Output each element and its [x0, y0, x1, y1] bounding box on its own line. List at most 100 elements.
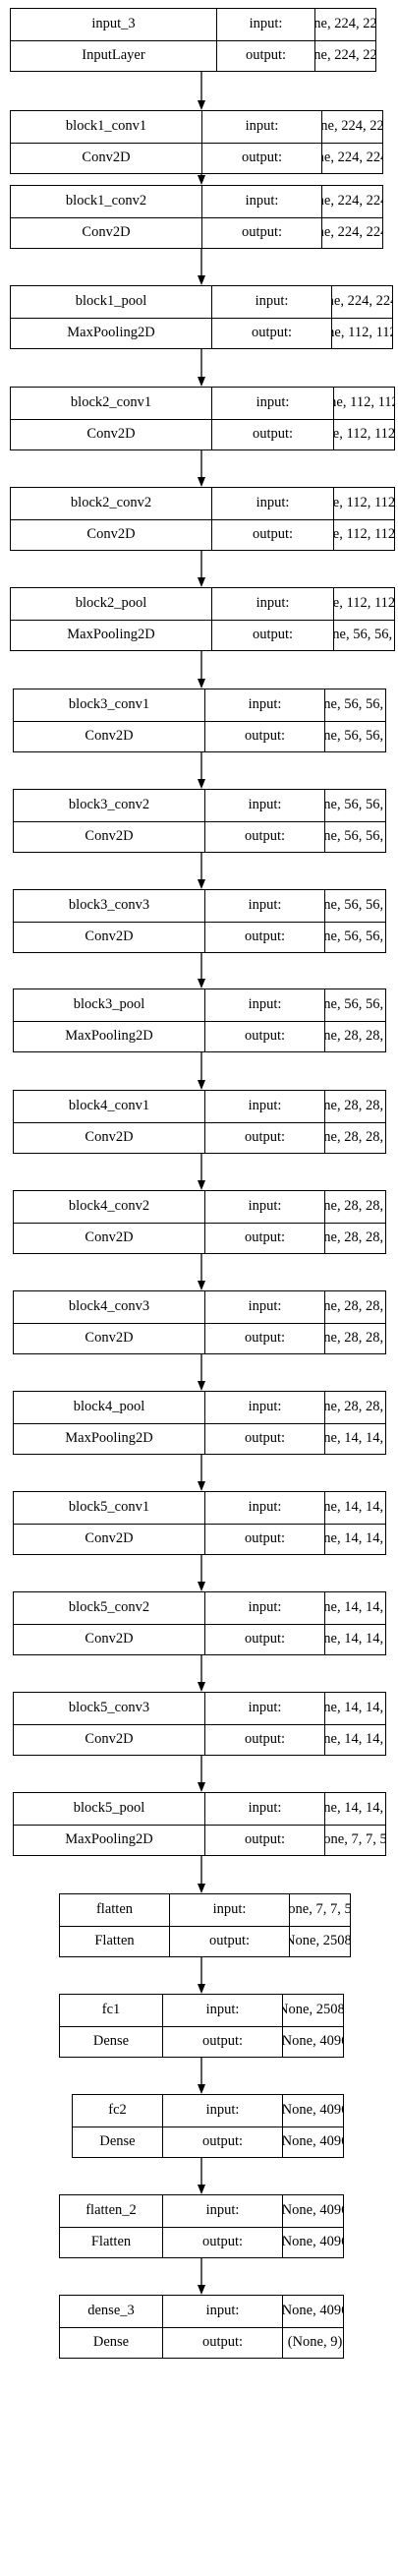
arrowhead: [198, 1884, 205, 1893]
arrowhead: [198, 1582, 205, 1591]
layer-name: block4_conv1: [68, 1098, 150, 1114]
layer-name: block3_conv3: [68, 897, 150, 914]
layer-type: Dense: [73, 2126, 162, 2158]
output-shape: (None, 56, 56, 256): [324, 720, 385, 751]
layer-name: block2_conv1: [70, 394, 152, 411]
arrowhead: [198, 577, 205, 587]
arrowhead: [198, 679, 205, 689]
input-shape: (None, 112, 112, 128): [333, 588, 394, 620]
output-label: output:: [204, 1523, 324, 1554]
output-label: output:: [204, 1121, 324, 1153]
layer-type: Conv2D: [14, 1222, 204, 1254]
output-label: output:: [204, 1824, 324, 1855]
output-label: output:: [204, 1623, 324, 1654]
input-label: input:: [162, 1995, 282, 2026]
output-shape: (None, 14, 14, 512): [324, 1523, 385, 1554]
layer-name: block5_conv1: [68, 1499, 150, 1516]
input-shape: (None, 7, 7, 512): [289, 1894, 350, 1926]
input-shape: (None, 28, 28, 256): [324, 1091, 385, 1122]
layer-type: Dense: [60, 2025, 162, 2058]
layer-name: block4_pool: [73, 1399, 145, 1415]
input-label: input:: [162, 2095, 282, 2127]
arrowhead: [198, 275, 205, 285]
input-shape: (None, 56, 56, 256): [324, 790, 385, 821]
layer-type: Conv2D: [11, 518, 211, 551]
input-label: input:: [169, 1894, 289, 1926]
input-label: input:: [204, 890, 324, 922]
output-label: output:: [201, 216, 321, 248]
input-shape: (None, 4096): [282, 2095, 343, 2127]
output-label: output:: [211, 518, 333, 550]
layer-name: block5_pool: [73, 1800, 145, 1817]
input-shape: (None, 4096): [282, 2296, 343, 2327]
input-shape: (None, 112, 112, 128): [333, 488, 394, 519]
layer-name: dense_3: [87, 2303, 135, 2319]
output-shape: (None, 28, 28, 512): [324, 1322, 385, 1353]
arrowhead: [198, 1180, 205, 1190]
output-shape: (None, 56, 56, 256): [324, 921, 385, 952]
output-label: output:: [204, 921, 324, 952]
input-shape: (None, 14, 14, 512): [324, 1693, 385, 1724]
output-label: output:: [162, 2226, 282, 2257]
layer-name: block1_pool: [75, 293, 147, 310]
layer-type: Flatten: [60, 1925, 169, 1957]
layer-type: Conv2D: [14, 1322, 204, 1354]
output-label: output:: [162, 2126, 282, 2157]
layer-name: flatten_2: [85, 2202, 137, 2219]
output-shape: (None, 112, 112, 64): [331, 317, 392, 348]
output-label: output:: [169, 1925, 289, 1956]
output-label: output:: [204, 1222, 324, 1253]
layer-type: Conv2D: [14, 820, 204, 853]
output-shape: (None, 4096): [282, 2025, 343, 2057]
arrowhead: [198, 377, 205, 387]
input-shape: (None, 224, 224, 64): [321, 186, 382, 217]
layer-type: Conv2D: [14, 1523, 204, 1555]
layer-name: fc1: [101, 2002, 121, 2018]
input-shape: (None, 224, 224, 3): [321, 111, 382, 143]
output-shape: (None, 14, 14, 512): [324, 1623, 385, 1654]
output-shape: (None, 4096): [282, 2126, 343, 2157]
input-label: input:: [201, 186, 321, 217]
arrowhead: [198, 1080, 205, 1090]
arrowhead: [198, 979, 205, 988]
layer-type: MaxPooling2D: [14, 1824, 204, 1856]
layer-type: MaxPooling2D: [14, 1422, 204, 1455]
output-shape: (None, 9): [282, 2326, 343, 2358]
layer-type: MaxPooling2D: [14, 1020, 204, 1052]
layer-type: Conv2D: [11, 142, 201, 174]
arrowhead: [198, 1281, 205, 1290]
output-shape: (None, 224, 224, 64): [321, 142, 382, 173]
layer-type: Conv2D: [14, 921, 204, 953]
input-label: input:: [204, 689, 324, 721]
output-shape: [(None, 224, 224, 3)]: [314, 39, 375, 71]
layer-node-block2-pool: block2_pool MaxPooling2Dinput:output:(Non…: [10, 587, 395, 651]
input-label: input:: [162, 2195, 282, 2227]
input-shape: (None, 14, 14, 512): [324, 1592, 385, 1624]
layer-name: block3_pool: [73, 996, 145, 1013]
input-label: input:: [211, 286, 331, 318]
layer-name: block2_pool: [75, 595, 147, 612]
input-label: input:: [211, 488, 333, 519]
output-shape: (None, 4096): [282, 2226, 343, 2257]
layer-name: fc2: [108, 2102, 127, 2119]
input-label: input:: [204, 790, 324, 821]
output-shape: (None, 28, 28, 512): [324, 1222, 385, 1253]
input-shape: (None, 14, 14, 512): [324, 1793, 385, 1825]
input-label: input:: [204, 1793, 324, 1825]
output-label: output:: [211, 619, 333, 650]
output-label: output:: [211, 418, 333, 449]
layer-name: block3_conv2: [68, 797, 150, 813]
output-label: output:: [204, 1020, 324, 1051]
